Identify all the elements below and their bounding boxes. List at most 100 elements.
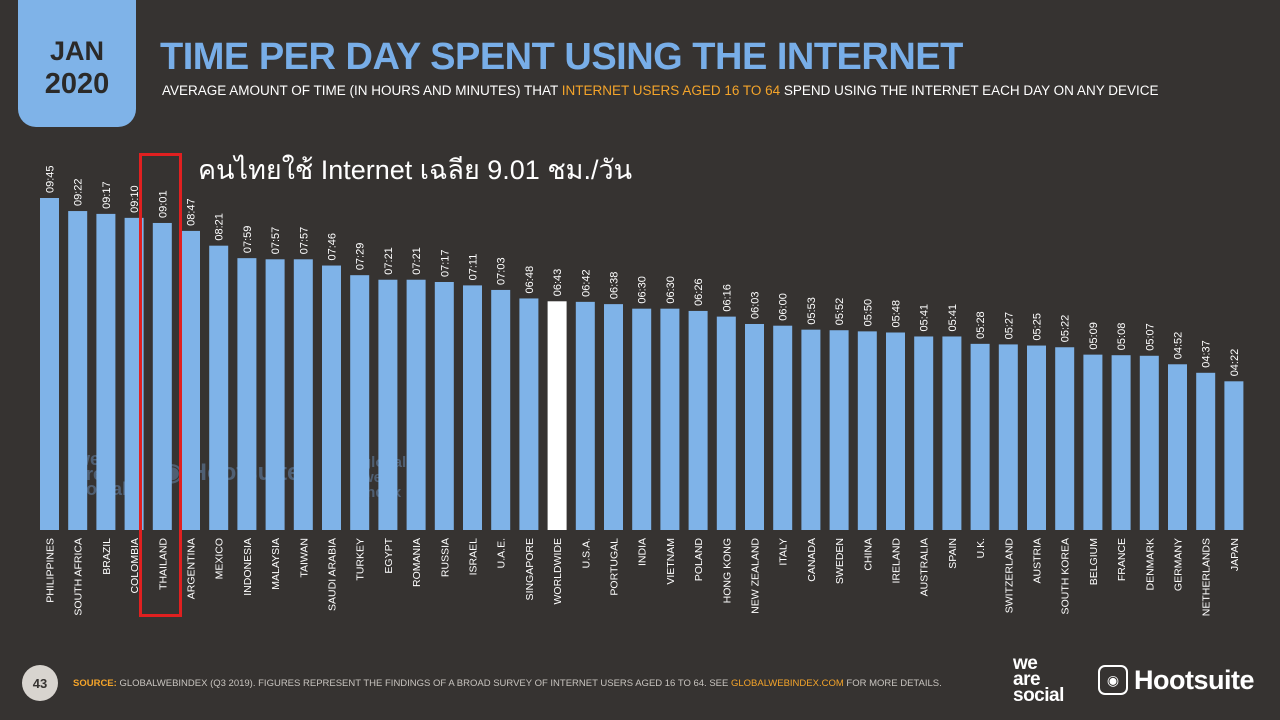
page-subtitle: AVERAGE AMOUNT OF TIME (IN HOURS AND MIN…: [162, 83, 1158, 98]
value-label-thailand: 09:01: [157, 190, 169, 218]
subtitle-pre: AVERAGE AMOUNT OF TIME (IN HOURS AND MIN…: [162, 83, 562, 98]
category-label-netherlands: NETHERLANDS: [1201, 538, 1213, 616]
category-label-japan: JAPAN: [1229, 538, 1241, 571]
bar-denmark: [1139, 355, 1159, 530]
bar-romania: [406, 279, 426, 530]
bar-taiwan: [293, 259, 313, 530]
category-label-germany: GERMANY: [1173, 538, 1185, 591]
bar-egypt: [378, 279, 398, 530]
bar-south-korea: [1055, 347, 1075, 530]
category-label-denmark: DENMARK: [1144, 538, 1156, 591]
category-label-worldwide: WORLDWIDE: [552, 538, 564, 605]
value-label-poland: 06:26: [693, 278, 705, 306]
category-label-italy: ITALY: [778, 538, 790, 566]
value-label-italy: 06:00: [778, 293, 790, 321]
bar-france: [1111, 355, 1131, 530]
category-label-belgium: BELGIUM: [1088, 538, 1100, 585]
category-label-hong-kong: HONG KONG: [721, 538, 733, 603]
bar-switzerland: [998, 344, 1018, 530]
bar-vietnam: [660, 308, 680, 530]
category-label-south-africa: SOUTH AFRICA: [73, 538, 85, 616]
hootsuite-logo: ◉ Hootsuite: [1098, 660, 1255, 700]
value-label-colombia: 09:10: [129, 185, 141, 213]
category-label-philippines: PHILIPPINES: [45, 538, 57, 603]
bar-u-k: [970, 343, 990, 530]
value-label-new-zealand: 06:03: [750, 291, 762, 319]
date-tab: JAN 2020: [18, 0, 136, 127]
bar-portugal: [604, 304, 623, 530]
value-label-germany: 04:52: [1173, 332, 1185, 360]
was-logo-line-3: social: [1013, 685, 1064, 706]
bar-worldwide: [547, 301, 567, 530]
bar-turkey: [350, 275, 370, 530]
value-label-australia: 05:41: [919, 304, 931, 332]
bar-south-africa: [68, 211, 88, 531]
bar-new-zealand: [745, 323, 764, 530]
bar-germany: [1168, 364, 1187, 530]
bar-austria: [1027, 345, 1046, 530]
bar-philippines: [40, 198, 59, 530]
source-note: SOURCE: GLOBALWEBINDEX (Q3 2019). FIGURE…: [73, 678, 942, 689]
category-label-mexico: MEXICO: [214, 538, 226, 579]
category-label-poland: POLAND: [693, 538, 705, 582]
category-label-taiwan: TAIWAN: [298, 538, 310, 578]
value-label-taiwan: 07:57: [298, 227, 310, 255]
value-label-south-africa: 09:22: [73, 179, 85, 207]
category-label-switzerland: SWITZERLAND: [1003, 538, 1015, 614]
value-label-japan: 04:22: [1229, 349, 1241, 377]
value-label-malaysia: 07:57: [270, 227, 282, 255]
value-label-israel: 07:11: [468, 254, 480, 281]
value-label-egypt: 07:21: [383, 247, 395, 275]
value-label-worldwide: 06:43: [552, 269, 564, 297]
value-label-canada: 05:53: [806, 297, 818, 325]
thailand-annotation: คนไทยใช้ Internet เฉลีย 9.01 ชม./วัน: [198, 155, 633, 185]
value-label-u-s-a: 06:42: [580, 269, 592, 297]
value-label-romania: 07:21: [411, 247, 423, 275]
bar-thailand: [152, 222, 172, 530]
category-label-india: INDIA: [637, 538, 649, 566]
bar-spain: [942, 336, 962, 530]
bar-hong-kong: [716, 316, 736, 530]
value-label-saudi-arabia: 07:46: [327, 233, 339, 261]
value-label-netherlands: 04:37: [1201, 340, 1213, 368]
category-label-portugal: PORTUGAL: [609, 538, 621, 596]
category-label-spain: SPAIN: [947, 538, 959, 569]
page-title: TIME PER DAY SPENT USING THE INTERNET: [160, 36, 963, 78]
bar-china: [857, 331, 877, 530]
bar-u-a-e: [491, 289, 511, 530]
value-label-philippines: 09:45: [45, 165, 57, 193]
bar-japan: [1224, 381, 1244, 530]
bar-malaysia: [265, 259, 285, 530]
bar-sweden: [829, 330, 849, 530]
value-label-brazil: 09:17: [101, 181, 113, 209]
value-label-u-a-e: 07:03: [496, 257, 508, 285]
category-label-sweden: SWEDEN: [834, 538, 846, 584]
value-label-vietnam: 06:30: [665, 276, 677, 304]
bar-ireland: [886, 332, 905, 530]
bar-russia: [434, 281, 454, 530]
category-label-france: FRANCE: [1116, 538, 1128, 581]
value-label-argentina: 08:47: [186, 198, 198, 226]
bar-u-s-a: [575, 301, 595, 530]
thailand-highlight-box: [139, 153, 182, 617]
category-label-austria: AUSTRIA: [1032, 538, 1044, 584]
bar-italy: [773, 325, 793, 530]
category-label-south-korea: SOUTH KOREA: [1060, 538, 1072, 614]
value-label-denmark: 05:07: [1144, 323, 1156, 351]
source-label: SOURCE:: [73, 678, 117, 689]
was-logo-line-1: we: [1013, 653, 1038, 674]
source-link[interactable]: GLOBALWEBINDEX.COM: [730, 678, 844, 689]
source-text: GLOBALWEBINDEX (Q3 2019). FIGURES REPRES…: [116, 678, 731, 689]
value-label-belgium: 05:09: [1088, 322, 1100, 350]
subtitle-highlight: INTERNET USERS AGED 16 TO 64: [561, 83, 781, 98]
value-label-switzerland: 05:27: [1003, 312, 1015, 340]
category-label-indonesia: INDONESIA: [242, 538, 254, 596]
date-month: JAN: [49, 36, 104, 66]
value-label-hong-kong: 06:16: [721, 284, 733, 312]
category-label-romania: ROMANIA: [411, 538, 423, 587]
bar-poland: [688, 310, 708, 530]
value-label-ireland: 05:48: [891, 300, 903, 328]
bar-indonesia: [237, 258, 257, 530]
category-label-australia: AUSTRALIA: [919, 538, 931, 596]
